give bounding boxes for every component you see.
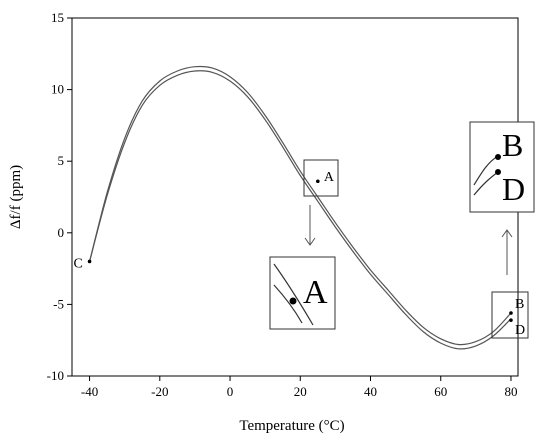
y-tick-label: -5 xyxy=(53,296,64,311)
inset-b-point xyxy=(495,154,501,160)
x-tick-label: -20 xyxy=(151,384,168,399)
point-b xyxy=(509,311,513,315)
y-tick-label: -10 xyxy=(47,368,64,383)
inset-a-label: A xyxy=(303,274,328,311)
point-label-b: B xyxy=(515,297,524,312)
x-tick-label: 0 xyxy=(227,384,234,399)
inset-bd: B D xyxy=(469,121,535,213)
y-tick-label: 0 xyxy=(58,225,65,240)
y-axis-label: Δf/f (ppm) xyxy=(8,165,24,229)
y-tick-label: 10 xyxy=(51,82,64,97)
point-c xyxy=(87,259,92,264)
x-tick-label: 40 xyxy=(364,384,377,399)
x-tick-label: -40 xyxy=(81,384,98,399)
highlight-box-bd xyxy=(491,291,529,339)
y-tick-label: 5 xyxy=(58,153,65,168)
arrow-down-icon xyxy=(304,205,316,246)
point-a xyxy=(316,179,320,184)
point-label-c: C xyxy=(74,256,83,271)
markers: A B C D xyxy=(74,170,526,338)
point-label-d: D xyxy=(515,323,525,338)
ticks: -40 -20 0 20 40 60 80 -10 -5 0 5 10 15 xyxy=(47,10,518,399)
highlight-box-a xyxy=(303,159,339,197)
inset-b-label: B xyxy=(502,127,523,163)
x-tick-label: 20 xyxy=(294,384,307,399)
y-tick-label: 15 xyxy=(51,10,64,25)
x-tick-label: 80 xyxy=(504,384,517,399)
inset-a: A xyxy=(269,256,336,330)
series-line-2 xyxy=(89,65,512,346)
x-axis-label: Temperature (°C) xyxy=(239,418,344,434)
inset-d-label: D xyxy=(502,171,525,207)
series-line-1 xyxy=(89,70,512,350)
inset-d-point xyxy=(495,169,501,175)
curves xyxy=(89,65,512,350)
inset-a-point xyxy=(289,297,297,305)
arrow-up-icon xyxy=(501,229,513,275)
point-d xyxy=(509,318,513,322)
point-label-a: A xyxy=(324,170,335,185)
x-tick-label: 60 xyxy=(434,384,447,399)
